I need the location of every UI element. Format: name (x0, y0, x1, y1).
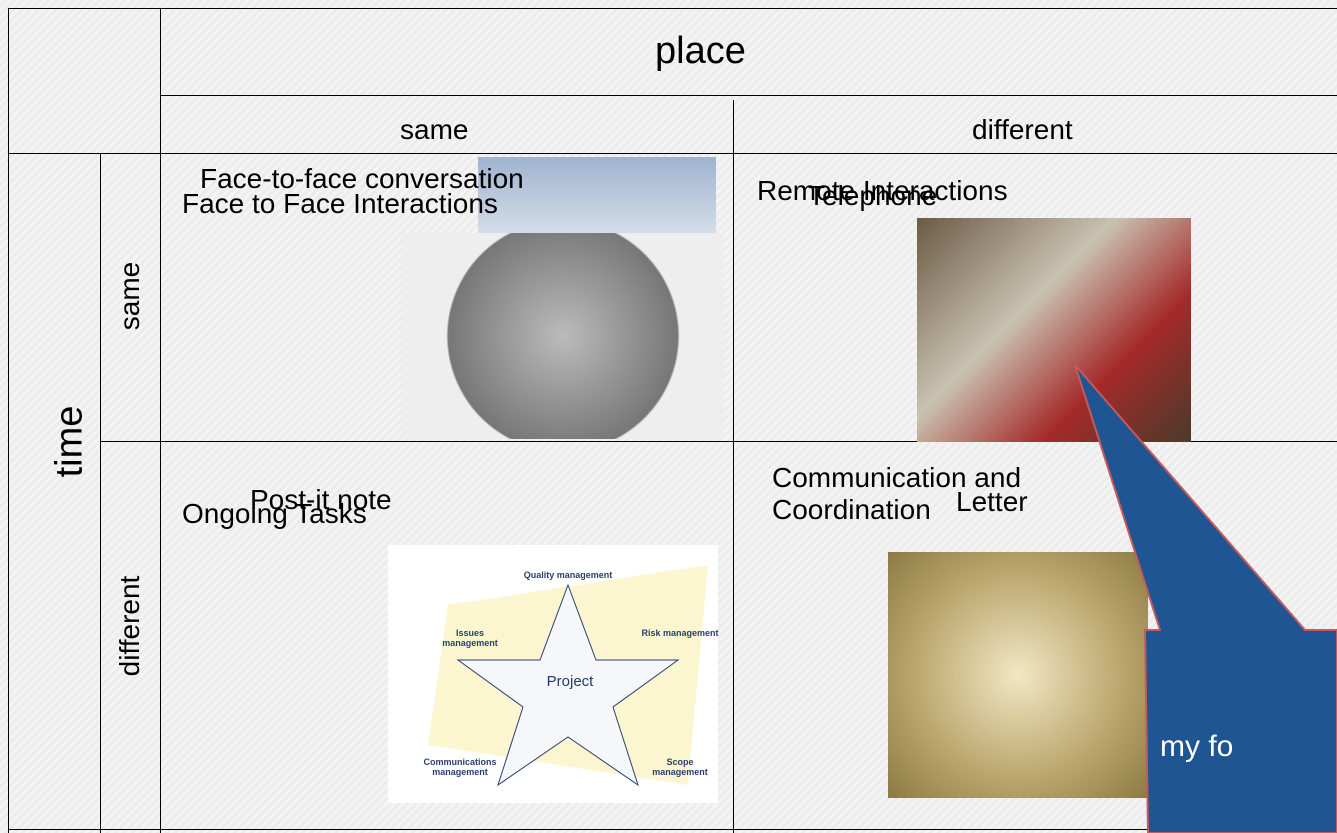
callout-shape (1074, 364, 1337, 833)
header-place: place (655, 30, 746, 72)
cell-label: Letter (956, 486, 1028, 517)
clipart-people (402, 233, 724, 439)
grid-line (100, 441, 1337, 442)
cell-label: Ongoing Tasks (182, 498, 367, 529)
grid-line (160, 8, 161, 833)
diagram-label: Issues management (442, 628, 498, 648)
diagram-label: Communications management (423, 757, 497, 777)
border (8, 829, 1337, 830)
image-email (888, 552, 1148, 798)
border (8, 8, 1337, 9)
diagram-label: Quality management (523, 570, 613, 580)
cell-label: Telephone (808, 180, 938, 211)
diagram-label: Scope management (652, 757, 708, 777)
cell-label: Post-it note (250, 484, 392, 515)
photo-videophone (917, 218, 1191, 442)
callout (1074, 364, 1337, 833)
star (456, 583, 680, 787)
side-different: different (114, 575, 145, 677)
grid-line (100, 153, 101, 833)
grid-line (8, 153, 1337, 154)
grid-line (733, 100, 734, 833)
diagram-label: Risk management (641, 628, 719, 638)
header-different: different (972, 114, 1073, 145)
side-time: time (48, 405, 91, 478)
diagram-project (388, 545, 718, 803)
diagram-center: Project (546, 673, 594, 690)
cell-label: Face to Face Interactions (182, 188, 498, 219)
callout-text: my fo (1160, 730, 1234, 763)
cell-label: Remote Interactions (757, 175, 1008, 206)
cell-label: Communication and Coordination (772, 462, 1022, 525)
side-same: same (114, 261, 145, 331)
border (8, 8, 9, 833)
header-same: same (400, 114, 469, 145)
photo-meeting (478, 157, 716, 235)
grid-line (160, 95, 1337, 96)
